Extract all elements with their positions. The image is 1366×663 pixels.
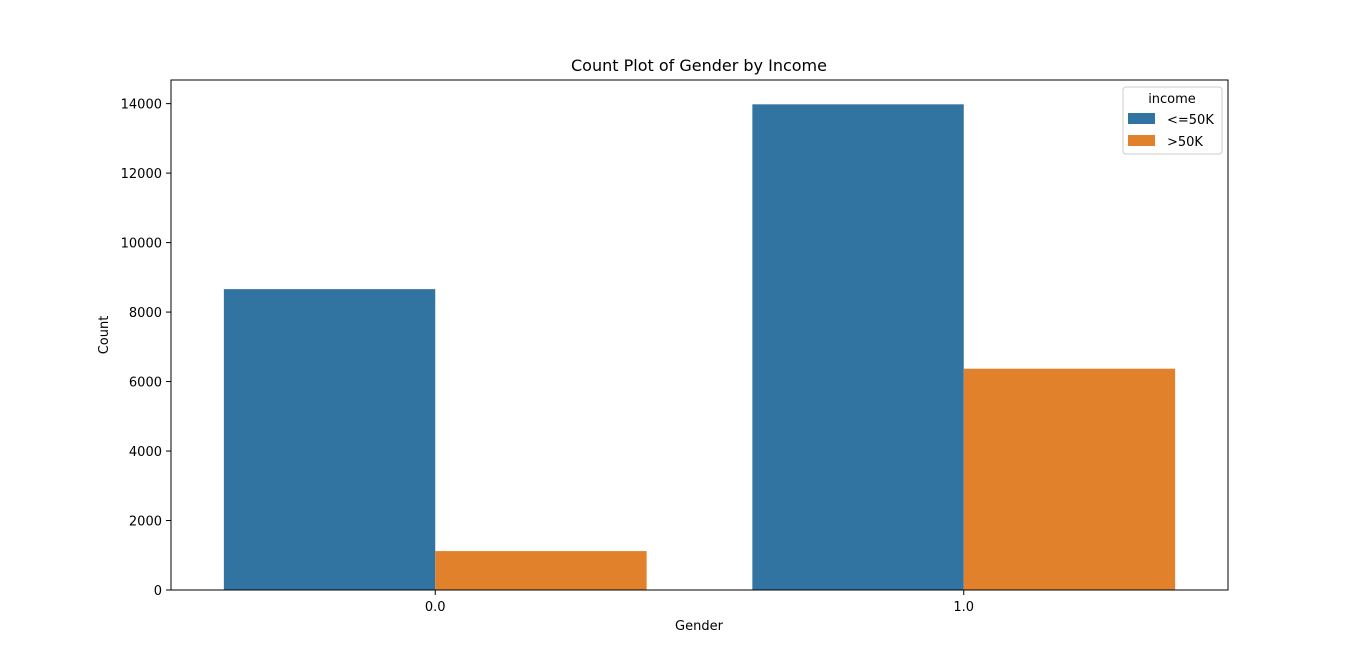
bar-1-0 — [752, 104, 964, 591]
bar-0-0 — [223, 289, 436, 590]
x-tick-label: 0.0 — [425, 600, 446, 615]
legend: income <=50K >50K — [1122, 86, 1223, 155]
legend-label-le50k: <=50K — [1167, 113, 1214, 128]
y-tick-label: 10000 — [121, 237, 162, 252]
y-tick-label: 2000 — [129, 515, 162, 530]
x-tick-label: 1.0 — [953, 600, 974, 615]
y-tick-label: 6000 — [129, 376, 162, 391]
legend-swatch-gt50k — [1128, 135, 1155, 146]
y-tick-label: 14000 — [121, 98, 162, 113]
legend-label-gt50k: >50K — [1167, 135, 1203, 150]
y-tick-label: 0 — [154, 584, 162, 599]
y-axis-label: Count — [97, 316, 112, 355]
chart-title: Count Plot of Gender by Income — [571, 56, 827, 75]
y-tick-label: 8000 — [129, 306, 162, 321]
plot-frame — [170, 79, 1229, 591]
legend-swatch-le50k — [1128, 113, 1155, 124]
bars-layer — [223, 104, 1176, 591]
x-axis-ticks: 0.0 1.0 — [425, 590, 974, 615]
y-tick-label: 4000 — [129, 445, 162, 460]
bar-1-1 — [963, 368, 1176, 590]
bar-0-1 — [435, 551, 647, 590]
y-tick-label: 12000 — [121, 167, 162, 182]
x-axis-label: Gender — [675, 619, 724, 634]
legend-title: income — [1148, 92, 1196, 107]
y-axis-ticks: 0 2000 4000 6000 8000 10000 12000 14000 — [121, 98, 171, 599]
